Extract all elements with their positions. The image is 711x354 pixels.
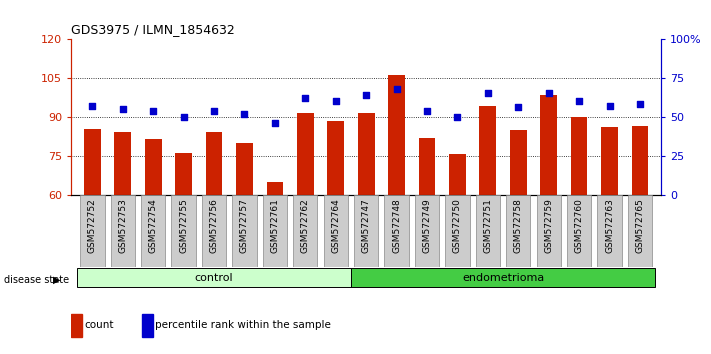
Bar xyxy=(236,143,253,195)
Bar xyxy=(506,195,530,267)
Point xyxy=(208,108,220,113)
Text: GSM572752: GSM572752 xyxy=(88,198,97,253)
Text: GSM572760: GSM572760 xyxy=(574,198,584,253)
Bar xyxy=(114,132,131,195)
Point xyxy=(391,86,402,92)
Point xyxy=(422,108,433,113)
Bar xyxy=(142,314,153,337)
Text: GSM572764: GSM572764 xyxy=(331,198,341,253)
Text: GSM572765: GSM572765 xyxy=(636,198,644,253)
Bar xyxy=(415,195,439,267)
Bar xyxy=(445,195,469,267)
Bar xyxy=(232,195,257,267)
Bar xyxy=(267,182,283,195)
Bar xyxy=(171,195,196,267)
Bar xyxy=(476,195,500,267)
Point xyxy=(634,102,646,107)
Bar xyxy=(631,126,648,195)
Bar xyxy=(84,129,101,195)
Point xyxy=(451,114,463,120)
Text: GSM572747: GSM572747 xyxy=(362,198,370,253)
Bar xyxy=(145,139,161,195)
Bar xyxy=(111,195,135,267)
Point xyxy=(573,98,584,104)
Point xyxy=(543,91,555,96)
Point xyxy=(178,114,189,120)
Bar xyxy=(540,95,557,195)
Text: GSM572750: GSM572750 xyxy=(453,198,462,253)
Bar xyxy=(479,107,496,195)
Text: GSM572754: GSM572754 xyxy=(149,198,158,253)
Point xyxy=(148,108,159,113)
Bar xyxy=(327,121,344,195)
Bar xyxy=(510,130,527,195)
Point xyxy=(330,98,341,104)
Text: GSM572753: GSM572753 xyxy=(118,198,127,253)
Bar xyxy=(141,195,166,267)
Text: GSM572757: GSM572757 xyxy=(240,198,249,253)
Text: control: control xyxy=(195,273,233,283)
Bar xyxy=(358,113,375,195)
Bar xyxy=(205,132,223,195)
Bar xyxy=(597,195,621,267)
Bar xyxy=(351,268,655,287)
Bar xyxy=(602,127,618,195)
Text: disease state: disease state xyxy=(4,275,69,285)
Bar xyxy=(567,195,592,267)
Bar xyxy=(571,117,587,195)
Text: ▶: ▶ xyxy=(53,275,60,285)
Bar xyxy=(628,195,652,267)
Text: GSM572748: GSM572748 xyxy=(392,198,401,253)
Point xyxy=(269,120,281,126)
Point xyxy=(482,91,493,96)
Bar xyxy=(71,314,82,337)
Point xyxy=(117,106,129,112)
Bar xyxy=(354,195,378,267)
Text: GSM572756: GSM572756 xyxy=(210,198,218,253)
Point xyxy=(604,103,615,109)
Bar xyxy=(388,75,405,195)
Text: GDS3975 / ILMN_1854632: GDS3975 / ILMN_1854632 xyxy=(71,23,235,36)
Bar xyxy=(324,195,348,267)
Text: GSM572763: GSM572763 xyxy=(605,198,614,253)
Bar xyxy=(202,195,226,267)
Bar xyxy=(77,268,351,287)
Bar xyxy=(293,195,318,267)
Bar xyxy=(80,195,105,267)
Point xyxy=(513,105,524,110)
Text: GSM572761: GSM572761 xyxy=(270,198,279,253)
Bar xyxy=(449,154,466,195)
Text: count: count xyxy=(85,320,114,330)
Point xyxy=(239,111,250,116)
Bar xyxy=(297,113,314,195)
Text: GSM572758: GSM572758 xyxy=(514,198,523,253)
Text: GSM572749: GSM572749 xyxy=(422,198,432,253)
Bar xyxy=(263,195,287,267)
Bar xyxy=(419,138,435,195)
Point xyxy=(87,103,98,109)
Bar xyxy=(537,195,561,267)
Text: GSM572762: GSM572762 xyxy=(301,198,310,253)
Point xyxy=(299,95,311,101)
Text: percentile rank within the sample: percentile rank within the sample xyxy=(156,320,331,330)
Text: GSM572755: GSM572755 xyxy=(179,198,188,253)
Bar xyxy=(385,195,409,267)
Point xyxy=(360,92,372,98)
Text: GSM572751: GSM572751 xyxy=(483,198,492,253)
Text: GSM572759: GSM572759 xyxy=(544,198,553,253)
Bar xyxy=(176,153,192,195)
Text: endometrioma: endometrioma xyxy=(462,273,544,283)
